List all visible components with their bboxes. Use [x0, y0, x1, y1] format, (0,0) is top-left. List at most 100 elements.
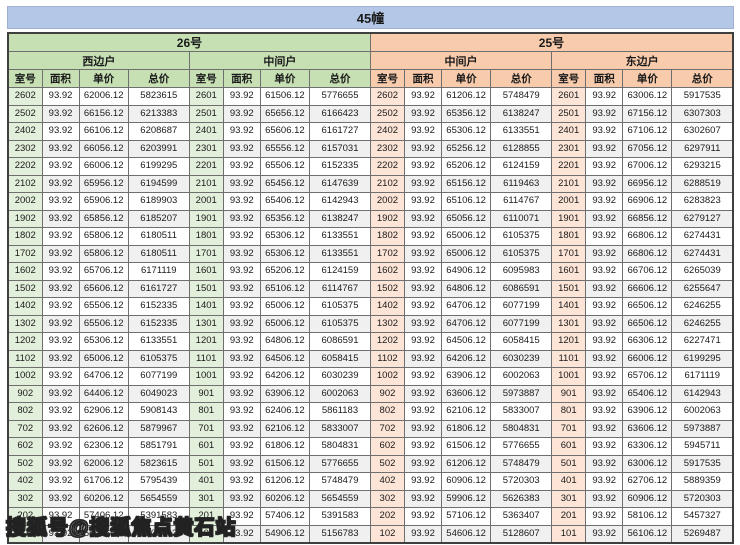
price-data-cell: 65056.12	[440, 209, 492, 228]
room-number-cell: 802	[369, 402, 406, 421]
price-data-cell: 5776655	[309, 454, 371, 473]
column-header-unit-price: 单价	[622, 69, 673, 88]
price-data-cell: 61206.12	[440, 454, 492, 473]
price-data-cell: 93.92	[585, 279, 624, 298]
table-row: 102 93.92 55406.12 5203743 101 93.92 54906.12 5…	[7, 524, 734, 544]
price-data-cell: 93.92	[404, 227, 442, 246]
price-data-cell: 65506.12	[78, 297, 129, 316]
price-data-cell: 6279127	[671, 209, 734, 228]
unit-header-east: 东边户	[551, 51, 734, 70]
room-number-cell: 702	[369, 419, 406, 438]
price-data-cell: 5457327	[671, 507, 734, 526]
room-number-cell: 701	[188, 419, 224, 438]
price-data-cell: 6114767	[490, 192, 553, 211]
price-data-cell: 6105375	[127, 349, 190, 368]
price-data-cell: 93.92	[222, 314, 261, 333]
price-data-cell: 65456.12	[259, 174, 311, 193]
table-row: 1802 93.92 65806.12 6180511 1801 93.92 65306.1…	[7, 227, 734, 246]
price-data-cell: 93.92	[222, 524, 261, 544]
price-data-cell: 5823615	[127, 87, 190, 106]
price-data-cell: 6203991	[127, 139, 190, 158]
price-data-cell: 93.92	[41, 297, 80, 316]
price-data-cell: 6077199	[490, 297, 553, 316]
room-number-cell: 501	[188, 454, 224, 473]
room-number-cell: 1002	[369, 367, 406, 386]
price-data-cell: 6274431	[671, 227, 734, 246]
price-data-cell: 5833007	[309, 419, 371, 438]
room-number-cell: 1202	[369, 332, 406, 351]
price-data-cell: 6138247	[309, 209, 371, 228]
room-number-cell: 101	[551, 524, 587, 544]
price-data-cell: 60206.12	[259, 489, 311, 508]
price-data-cell: 5851791	[127, 437, 190, 456]
price-data-cell: 6213383	[127, 104, 190, 123]
price-data-cell: 64906.12	[440, 262, 492, 281]
room-number-cell: 301	[551, 489, 587, 508]
price-data-cell: 63906.12	[259, 384, 311, 403]
price-data-cell: 65606.12	[259, 122, 311, 141]
price-data-cell: 64806.12	[259, 332, 311, 351]
price-data-cell: 93.92	[222, 454, 261, 473]
price-data-cell: 66906.12	[622, 192, 673, 211]
price-data-cell: 6255647	[671, 279, 734, 298]
price-data-cell: 93.92	[585, 87, 624, 106]
price-data-cell: 6133551	[309, 244, 371, 263]
price-data-cell: 93.92	[41, 402, 80, 421]
price-data-cell: 6171119	[127, 262, 190, 281]
price-data-cell: 93.92	[222, 507, 261, 526]
price-data-cell: 93.92	[41, 332, 80, 351]
room-number-cell: 902	[7, 384, 43, 403]
room-number-cell: 2501	[188, 104, 224, 123]
price-data-cell: 62706.12	[622, 472, 673, 491]
room-number-cell: 1202	[7, 332, 43, 351]
price-data-cell: 57406.12	[259, 507, 311, 526]
table-row: 2002 93.92 65906.12 6189903 2001 93.92 65406.1…	[7, 192, 734, 211]
table-row: 302 93.92 60206.12 5654559 301 93.92 60206.12 5…	[7, 489, 734, 508]
column-header-area: 面积	[585, 69, 624, 88]
room-number-cell: 1702	[7, 244, 43, 263]
room-number-cell: 501	[551, 454, 587, 473]
price-data-cell: 93.92	[41, 454, 80, 473]
price-data-cell: 65206.12	[259, 262, 311, 281]
room-number-cell: 202	[7, 507, 43, 526]
price-data-cell: 93.92	[404, 87, 442, 106]
price-data-cell: 93.92	[404, 297, 442, 316]
price-data-cell: 93.92	[404, 437, 442, 456]
price-data-cell: 6119463	[490, 174, 553, 193]
price-data-cell: 6058415	[309, 349, 371, 368]
price-data-cell: 61506.12	[259, 454, 311, 473]
room-number-cell: 202	[369, 507, 406, 526]
price-data-cell: 6105375	[490, 227, 553, 246]
table-row: 2202 93.92 66006.12 6199295 2201 93.92 65506.1…	[7, 157, 734, 176]
price-data-cell: 6002063	[671, 402, 734, 421]
price-data-cell: 64206.12	[259, 367, 311, 386]
table-row: 602 93.92 62306.12 5851791 601 93.92 61806.12 5…	[7, 437, 734, 456]
price-data-cell: 5203743	[127, 524, 190, 544]
price-data-cell: 93.92	[222, 209, 261, 228]
price-data-cell: 93.92	[222, 489, 261, 508]
price-data-cell: 5654559	[309, 489, 371, 508]
table-row: 1002 93.92 64706.12 6077199 1001 93.92 64206.1…	[7, 367, 734, 386]
price-data-cell: 93.92	[585, 192, 624, 211]
room-number-cell: 1502	[369, 279, 406, 298]
price-data-cell: 93.92	[585, 157, 624, 176]
price-data-cell: 60906.12	[440, 472, 492, 491]
price-data-cell: 93.92	[585, 419, 624, 438]
price-data-cell: 62606.12	[78, 419, 129, 438]
unit-header-west: 西边户	[7, 51, 190, 70]
price-data-cell: 6002063	[490, 367, 553, 386]
column-header-total-price: 总价	[127, 69, 190, 88]
room-number-cell: 602	[7, 437, 43, 456]
price-data-cell: 93.92	[585, 314, 624, 333]
room-number-cell: 1801	[551, 227, 587, 246]
price-data-cell: 61506.12	[440, 437, 492, 456]
price-data-cell: 6030239	[309, 367, 371, 386]
room-number-cell: 2301	[188, 139, 224, 158]
price-data-cell: 93.92	[585, 454, 624, 473]
room-number-cell: 201	[188, 507, 224, 526]
price-data-cell: 93.92	[585, 332, 624, 351]
table-row: 1502 93.92 65606.12 6161727 1501 93.92 65106.1…	[7, 279, 734, 298]
price-data-cell: 6128855	[490, 139, 553, 158]
price-data-cell: 5128607	[490, 524, 553, 544]
